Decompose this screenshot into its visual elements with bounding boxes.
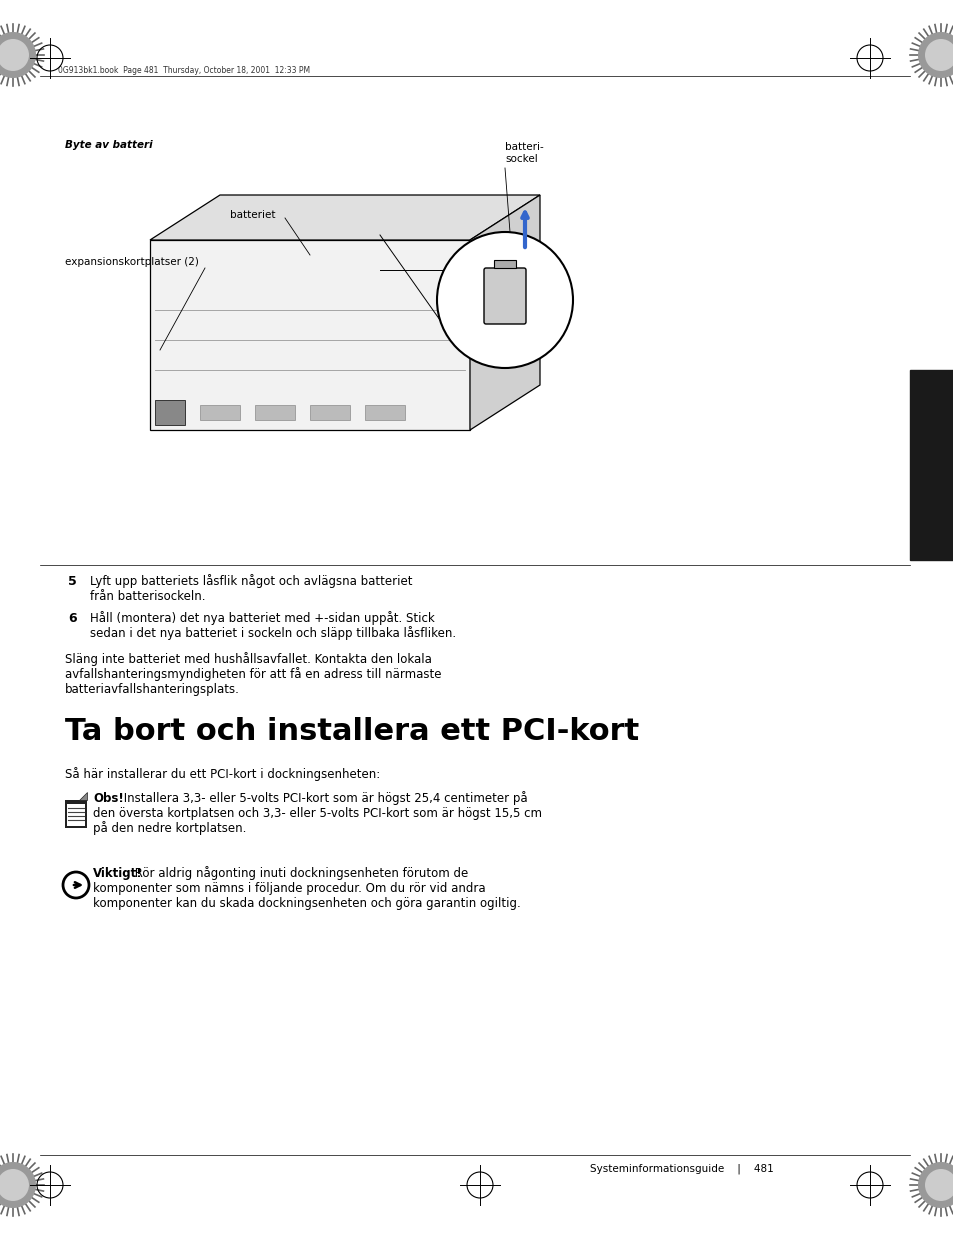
Text: batteriet: batteriet: [230, 210, 275, 220]
Text: Byte av batteri: Byte av batteri: [65, 140, 152, 149]
Text: Viktigt!: Viktigt!: [92, 867, 143, 881]
Bar: [67, 804, 85, 826]
Text: komponenter som nämns i följande procedur. Om du rör vid andra: komponenter som nämns i följande procedu…: [92, 882, 485, 895]
Text: 6: 6: [68, 613, 76, 625]
Text: komponenter kan du skada dockningsenheten och göra garantin ogiltig.: komponenter kan du skada dockningsenhete…: [92, 897, 520, 910]
Polygon shape: [79, 792, 87, 800]
Text: Rör aldrig någonting inuti dockningsenheten förutom de: Rör aldrig någonting inuti dockningsenhe…: [131, 866, 468, 881]
Text: Ta bort och installera ett PCI-kort: Ta bort och installera ett PCI-kort: [65, 718, 639, 746]
Text: avfallshanteringsmyndigheten för att få en adress till närmaste: avfallshanteringsmyndigheten för att få …: [65, 667, 441, 680]
Text: Släng inte batteriet med hushållsavfallet. Kontakta den lokala: Släng inte batteriet med hushållsavfalle…: [65, 652, 432, 666]
Bar: [200, 405, 240, 420]
Text: Så här installerar du ett PCI-kort i dockningsenheten:: Så här installerar du ett PCI-kort i doc…: [65, 767, 380, 781]
Text: den översta kortplatsen och 3,3- eller 5-volts PCI-kort som är högst 15,5 cm: den översta kortplatsen och 3,3- eller 5…: [92, 806, 541, 820]
Circle shape: [0, 1162, 36, 1208]
Bar: [365, 405, 405, 420]
Bar: [154, 400, 185, 425]
Circle shape: [436, 232, 573, 368]
Bar: [310, 405, 350, 420]
Polygon shape: [470, 195, 539, 430]
Circle shape: [924, 1170, 953, 1200]
Bar: [254, 405, 294, 420]
Text: från batterisockeln.: från batterisockeln.: [90, 590, 205, 603]
Text: batteri-
sockel: batteri- sockel: [504, 142, 543, 164]
Text: 0G913bk1.book  Page 481  Thursday, October 18, 2001  12:33 PM: 0G913bk1.book Page 481 Thursday, October…: [58, 65, 310, 75]
Text: Obs!: Obs!: [92, 792, 124, 805]
Text: på den nedre kortplatsen.: på den nedre kortplatsen.: [92, 821, 246, 835]
Circle shape: [924, 40, 953, 70]
Text: expansionskortplatser (2): expansionskortplatser (2): [65, 257, 198, 267]
Circle shape: [917, 1162, 953, 1208]
Circle shape: [917, 32, 953, 78]
Text: Håll (montera) det nya batteriet med +-sidan uppåt. Stick: Håll (montera) det nya batteriet med +-s…: [90, 611, 435, 625]
Bar: [65, 800, 87, 827]
Text: Systeminformationsguide    |    481: Systeminformationsguide | 481: [589, 1165, 773, 1174]
Text: batteriavfallshanteringsplats.: batteriavfallshanteringsplats.: [65, 683, 239, 697]
FancyBboxPatch shape: [483, 268, 525, 324]
Polygon shape: [150, 240, 470, 430]
Polygon shape: [150, 195, 539, 240]
Text: 5: 5: [68, 576, 76, 588]
Circle shape: [0, 1170, 29, 1200]
Circle shape: [0, 40, 29, 70]
Bar: [494, 261, 516, 268]
Text: sedan i det nya batteriet i sockeln och släpp tillbaka låsfliken.: sedan i det nya batteriet i sockeln och …: [90, 626, 456, 640]
Text: Installera 3,3- eller 5-volts PCI-kort som är högst 25,4 centimeter på: Installera 3,3- eller 5-volts PCI-kort s…: [120, 792, 527, 805]
Text: Lyft upp batteriets låsflik något och avlägsna batteriet: Lyft upp batteriets låsflik något och av…: [90, 574, 412, 588]
Circle shape: [0, 32, 36, 78]
Bar: [909, 370, 953, 559]
Text: låsflik för
batteri: låsflik för batteri: [499, 275, 548, 296]
